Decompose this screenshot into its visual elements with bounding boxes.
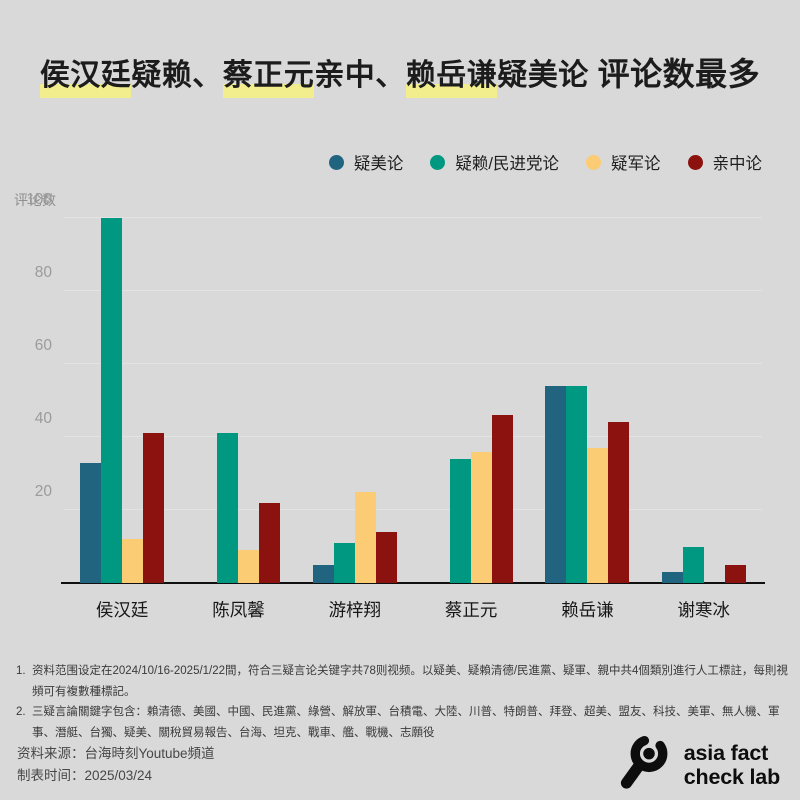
title-segment: 亲中、	[314, 59, 406, 93]
footnote-text: 资料范围设定在2024/10/16-2025/1/22間，符合三疑言论关键字共7…	[32, 665, 788, 698]
title-segment: 侯汉廷	[39, 59, 132, 99]
bar-group-2	[180, 433, 296, 583]
source-block: 资料来源：台海時刻Youtube頻道 制表时间：2025/03/24	[17, 743, 215, 786]
footnote-number: 1.	[16, 665, 26, 677]
y-tick-label: 100	[26, 191, 52, 208]
legend-item: 疑军论	[586, 150, 661, 174]
footnotes: 1. 资料范围设定在2024/10/16-2025/1/22間，符合三疑言论关键字…	[16, 661, 788, 744]
legend-item: 疑美论	[328, 150, 404, 174]
y-tick-label: 80	[34, 264, 52, 281]
y-tick-label: 40	[34, 410, 52, 427]
title-segment: 蔡正元	[222, 59, 315, 99]
bar	[608, 422, 630, 583]
title-segment: 评论数最多	[597, 56, 761, 93]
footnote: 2. 三疑言論關鍵字包含：賴清德、美國、中國、民進黨、綠營、解放軍、台積電、大陸、…	[16, 702, 788, 743]
source-line: 资料来源：台海時刻Youtube頻道	[17, 746, 215, 761]
bar-group-5	[529, 385, 645, 583]
bar	[724, 564, 746, 583]
bar	[682, 546, 704, 583]
legend-label: 疑美论	[353, 155, 404, 173]
logo-text-line: asia fact	[683, 740, 769, 765]
title-segment: 疑美论	[497, 59, 598, 93]
x-tick-label: 谢寒冰	[677, 600, 731, 620]
logo-text-line: check lab	[683, 764, 780, 789]
table-date-line: 制表时间：2025/03/24	[17, 767, 153, 783]
legend-dot-icon	[687, 154, 703, 170]
gridline	[64, 363, 762, 364]
bar	[238, 550, 260, 583]
gridline	[64, 290, 762, 291]
bar	[661, 572, 683, 583]
page-title: 侯汉廷疑赖、蔡正元亲中、赖岳谦疑美论 评论数最多	[20, 54, 780, 99]
footnote: 1. 资料范围设定在2024/10/16-2025/1/22間，符合三疑言论关键字…	[16, 661, 788, 702]
x-axis-line	[61, 582, 765, 584]
footnote-text: 三疑言論關鍵字包含：賴清德、美國、中國、民進黨、綠營、解放軍、台積電、大陸、川普…	[32, 706, 780, 740]
magnifier-icon	[614, 733, 674, 798]
bar-group-3	[297, 491, 413, 583]
legend-label: 疑赖/民进党论	[455, 155, 559, 173]
legend: 疑美论 疑赖/民进党论 疑军论 亲中论	[328, 150, 763, 174]
bar	[333, 542, 355, 583]
legend-dot-icon	[328, 154, 344, 170]
footnote-number: 2.	[16, 706, 26, 719]
afcl-logo: asia fact check lab	[614, 733, 780, 798]
y-axis-title: 评论数	[14, 192, 56, 208]
legend-dot-icon	[430, 154, 446, 170]
bar-group-4	[413, 415, 529, 583]
bar	[375, 531, 397, 583]
bar	[101, 218, 123, 583]
bar	[143, 433, 165, 583]
y-tick-label: 60	[34, 337, 52, 354]
bar	[471, 451, 493, 583]
bar	[312, 564, 334, 583]
bar	[492, 415, 514, 583]
chart-plot-area: 20 40 60 80 100	[26, 191, 765, 584]
bar	[354, 491, 376, 583]
legend-label: 亲中论	[712, 155, 763, 173]
bar-group-6	[646, 546, 762, 583]
title-segment: 赖岳谦	[405, 59, 498, 99]
y-tick-label: 20	[34, 483, 52, 500]
x-axis-labels: 侯汉廷 陈凤馨 游梓翔 蔡正元 赖岳谦 谢寒冰	[64, 597, 762, 622]
bar-groups	[64, 218, 762, 583]
legend-dot-icon	[586, 154, 601, 170]
bar	[545, 385, 567, 583]
x-tick-label: 陈凤馨	[212, 600, 265, 620]
logo-text: asia fact check lab	[683, 740, 780, 789]
bar	[217, 433, 239, 583]
legend-label: 疑军论	[611, 155, 661, 173]
bar	[80, 462, 102, 583]
bar	[259, 502, 281, 583]
bar-group-1	[64, 218, 180, 583]
legend-item: 亲中论	[687, 150, 763, 174]
gridline	[64, 436, 762, 437]
x-tick-label: 赖岳谦	[561, 600, 614, 620]
legend-item: 疑赖/民进党论	[430, 150, 559, 174]
bar	[450, 458, 472, 583]
x-tick-label: 蔡正元	[444, 600, 498, 620]
bar	[566, 385, 588, 583]
x-tick-label: 游梓翔	[328, 600, 382, 620]
gridline	[64, 217, 762, 218]
title-segment: 疑赖、	[131, 59, 223, 93]
x-tick-label: 侯汉廷	[95, 600, 149, 620]
bar	[587, 447, 609, 583]
gridline	[64, 509, 762, 510]
bar	[122, 539, 144, 583]
